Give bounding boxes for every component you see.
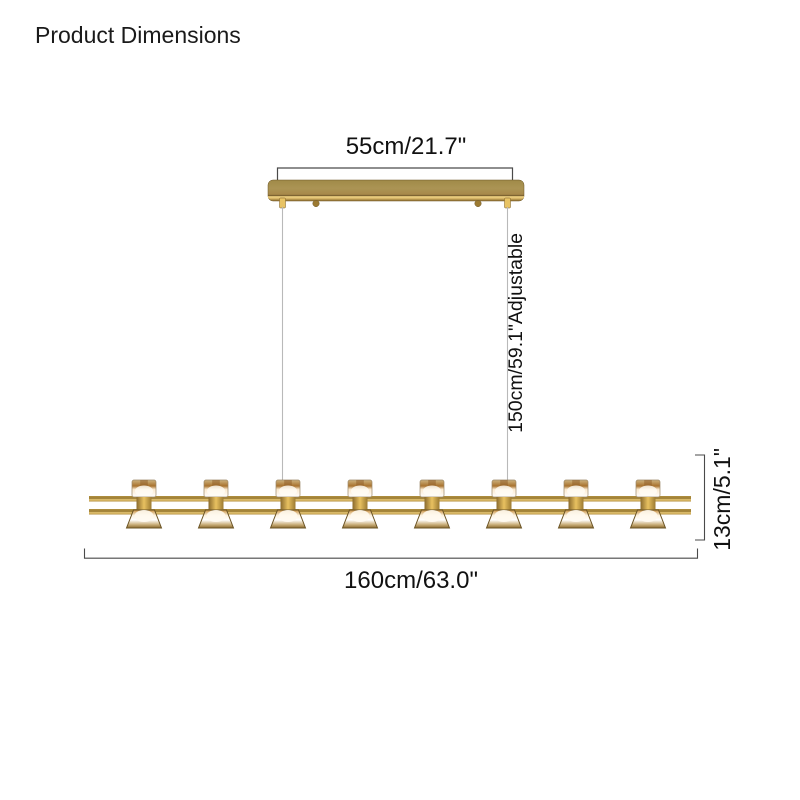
svg-text:160cm/63.0": 160cm/63.0"	[344, 567, 478, 594]
svg-text:150cm/59.1"Adjustable: 150cm/59.1"Adjustable	[505, 233, 527, 433]
svg-text:55cm/21.7": 55cm/21.7"	[346, 133, 467, 160]
svg-text:13cm/5.1": 13cm/5.1"	[709, 448, 735, 551]
